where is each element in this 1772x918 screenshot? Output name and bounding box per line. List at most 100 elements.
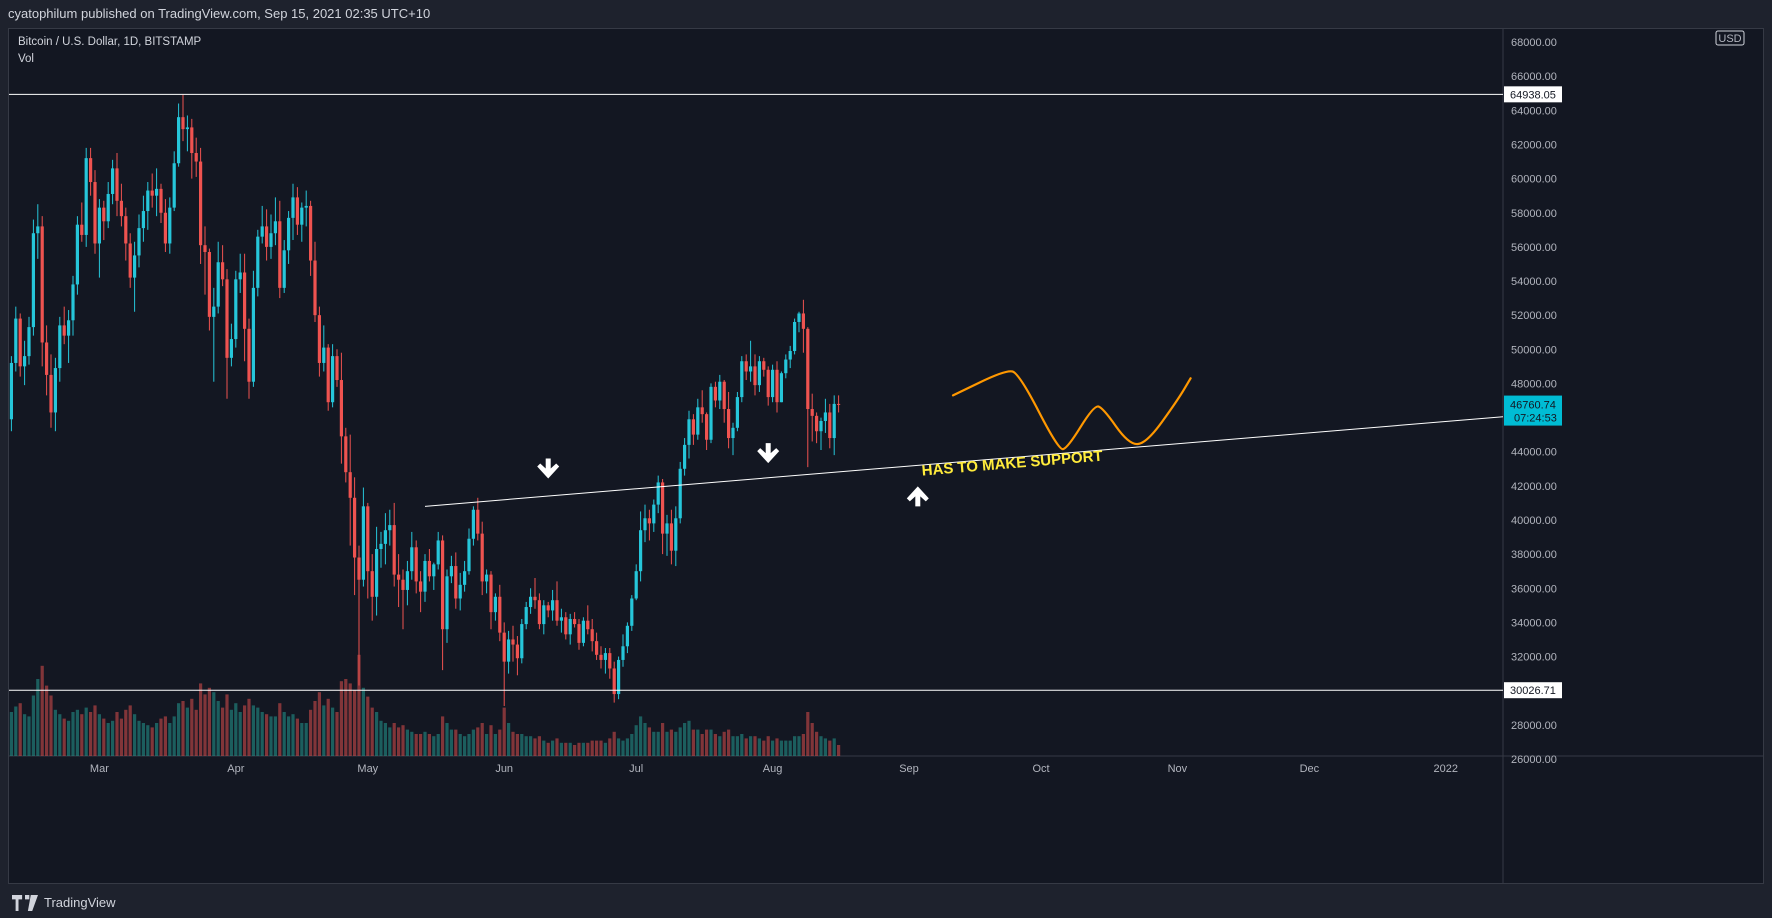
candle-body xyxy=(243,272,247,329)
volume-bar xyxy=(269,716,273,756)
volume-bar xyxy=(590,740,594,756)
candle-body xyxy=(304,205,308,208)
candle-body xyxy=(771,369,775,398)
volume-bar xyxy=(744,738,748,756)
volume-bar xyxy=(172,716,176,756)
volume-bar xyxy=(234,703,238,756)
time-tick-label: 2022 xyxy=(1434,763,1458,775)
candle-body xyxy=(53,368,57,413)
candle-body xyxy=(273,221,277,234)
candle-body xyxy=(269,233,273,247)
candle-body xyxy=(67,320,71,336)
time-tick-label: Jul xyxy=(629,763,643,775)
volume-bar xyxy=(40,665,44,756)
candle-body xyxy=(749,366,753,372)
candle-body xyxy=(551,600,555,611)
candle-body xyxy=(221,262,225,280)
volume-bar xyxy=(599,740,603,756)
candle-body xyxy=(573,618,577,625)
candle-body xyxy=(309,205,313,261)
candle-body xyxy=(155,188,159,196)
candle-body xyxy=(159,188,163,213)
candle-body xyxy=(507,639,511,662)
candle-body xyxy=(181,117,185,130)
candle-body xyxy=(265,226,269,247)
candle-body xyxy=(370,571,374,597)
candle-body xyxy=(709,386,713,440)
arrow-down-icon xyxy=(537,458,560,479)
price-tick-label: 58000.00 xyxy=(1511,208,1557,220)
candle-body xyxy=(45,342,49,375)
volume-bar xyxy=(361,687,365,756)
candle-body xyxy=(757,361,761,386)
candle-body xyxy=(441,540,445,630)
candle-body xyxy=(801,313,805,329)
volume-bar xyxy=(427,734,431,756)
candle-body xyxy=(445,576,449,630)
volume-bar xyxy=(97,714,101,756)
volume-bar xyxy=(722,731,726,756)
volume-bar xyxy=(775,738,779,756)
volume-bar xyxy=(771,740,775,756)
volume-bar xyxy=(511,731,515,756)
candle-body xyxy=(348,472,352,498)
chart-panel[interactable]: HAS TO MAKE SUPPORT 26000.0028000.003000… xyxy=(8,28,1764,884)
time-tick-label: Sep xyxy=(899,763,919,775)
volume-bar xyxy=(577,742,581,756)
candle-body xyxy=(669,523,673,551)
price-tick-label: 26000.00 xyxy=(1511,754,1557,766)
candle-body xyxy=(423,560,427,592)
volume-bar xyxy=(80,714,84,756)
support-trendline[interactable] xyxy=(424,416,1504,507)
volume-bar xyxy=(353,690,357,756)
candle-body xyxy=(216,262,220,307)
candle-body xyxy=(652,504,656,524)
volume-bar xyxy=(762,740,766,756)
volume-bar xyxy=(546,742,550,756)
volume-bar xyxy=(339,681,343,756)
candle-body xyxy=(775,369,779,403)
projection-path[interactable] xyxy=(951,370,1192,451)
candle-body xyxy=(520,624,524,659)
candle-body xyxy=(163,212,167,244)
volume-bar xyxy=(190,698,194,756)
candle-body xyxy=(102,207,106,222)
volume-bar xyxy=(555,738,559,756)
volume-bar xyxy=(67,720,71,756)
candles xyxy=(9,94,841,707)
candle-body xyxy=(489,574,493,613)
drawings: HAS TO MAKE SUPPORT xyxy=(9,93,1504,691)
volume-bar xyxy=(159,718,163,756)
price-tick-label: 28000.00 xyxy=(1511,720,1557,732)
volume-bar xyxy=(18,703,22,756)
price-chart[interactable]: HAS TO MAKE SUPPORT 26000.0028000.003000… xyxy=(9,29,1763,883)
candle-body xyxy=(185,127,189,130)
candle-body xyxy=(410,547,414,572)
volume-bar xyxy=(828,740,832,756)
volume-bar xyxy=(348,683,352,756)
candle-body xyxy=(581,620,585,643)
volume-bars xyxy=(9,654,841,756)
time-tick-label: Oct xyxy=(1032,763,1049,775)
volume-bar xyxy=(163,716,167,756)
volume-bar xyxy=(581,742,585,756)
candle-body xyxy=(414,547,418,582)
candle-body xyxy=(511,639,515,645)
volume-bar xyxy=(238,712,242,756)
candle-body xyxy=(467,538,471,572)
candle-body xyxy=(806,328,810,410)
candle-body xyxy=(212,306,216,317)
volume-bar xyxy=(815,731,819,756)
volume-bar xyxy=(199,683,203,756)
volume-bar xyxy=(375,712,379,756)
time-tick-label: Jun xyxy=(495,763,513,775)
volume-bar xyxy=(823,738,827,756)
volume-bar xyxy=(617,738,621,756)
candle-body xyxy=(317,315,321,363)
volume-bar xyxy=(467,734,471,756)
currency-badge[interactable] xyxy=(1715,30,1745,46)
candle-body xyxy=(542,605,546,625)
volume-bar xyxy=(709,729,713,756)
volume-bar xyxy=(700,734,704,756)
volume-bar xyxy=(405,729,409,756)
